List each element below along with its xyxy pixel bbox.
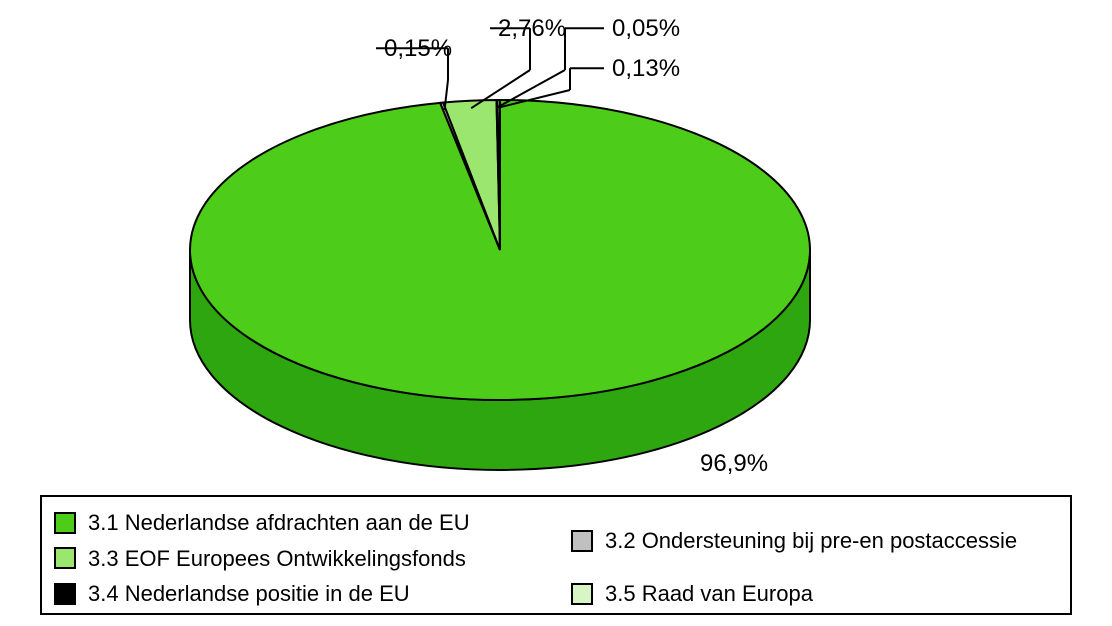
pie-chart-root: 0,15% 2,76% 0,05% 0,13% 96,9% 3.1 Nederlands… [0, 0, 1112, 626]
legend: 3.1 Nederlandse afdrachten aan de EU 3.2 … [40, 495, 1072, 615]
legend-text-2: 3.3 EOF Europees Ontwikkelingsfonds [88, 545, 466, 573]
legend-swatch-0 [54, 512, 76, 534]
legend-text-3: 3.4 Nederlandse positie in de EU [88, 580, 410, 608]
legend-item-0: 3.1 Nederlandse afdrachten aan de EU [54, 509, 541, 537]
callout-label-s32: 0,15% [384, 35, 452, 63]
callout-label-s35: 0,13% [612, 55, 680, 83]
legend-item-3: 3.4 Nederlandse positie in de EU [54, 580, 541, 608]
legend-text-4: 3.5 Raad van Europa [605, 580, 813, 608]
legend-item-1: 3.2 Ondersteuning bij pre-en postaccessi… [571, 509, 1058, 572]
legend-item-2: 3.3 EOF Europees Ontwikkelingsfonds [54, 545, 541, 573]
legend-item-4: 3.5 Raad van Europa [571, 580, 1058, 608]
callout-label-s34: 0,05% [612, 15, 680, 43]
main-pct-label: 96,9% [700, 450, 768, 478]
callout-label-s33: 2,76% [498, 15, 566, 43]
legend-text-0: 3.1 Nederlandse afdrachten aan de EU [88, 509, 470, 537]
legend-swatch-1 [571, 530, 593, 552]
legend-text-1: 3.2 Ondersteuning bij pre-en postaccessi… [605, 527, 1017, 555]
legend-swatch-3 [54, 583, 76, 605]
legend-swatch-2 [54, 547, 76, 569]
legend-swatch-4 [571, 583, 593, 605]
